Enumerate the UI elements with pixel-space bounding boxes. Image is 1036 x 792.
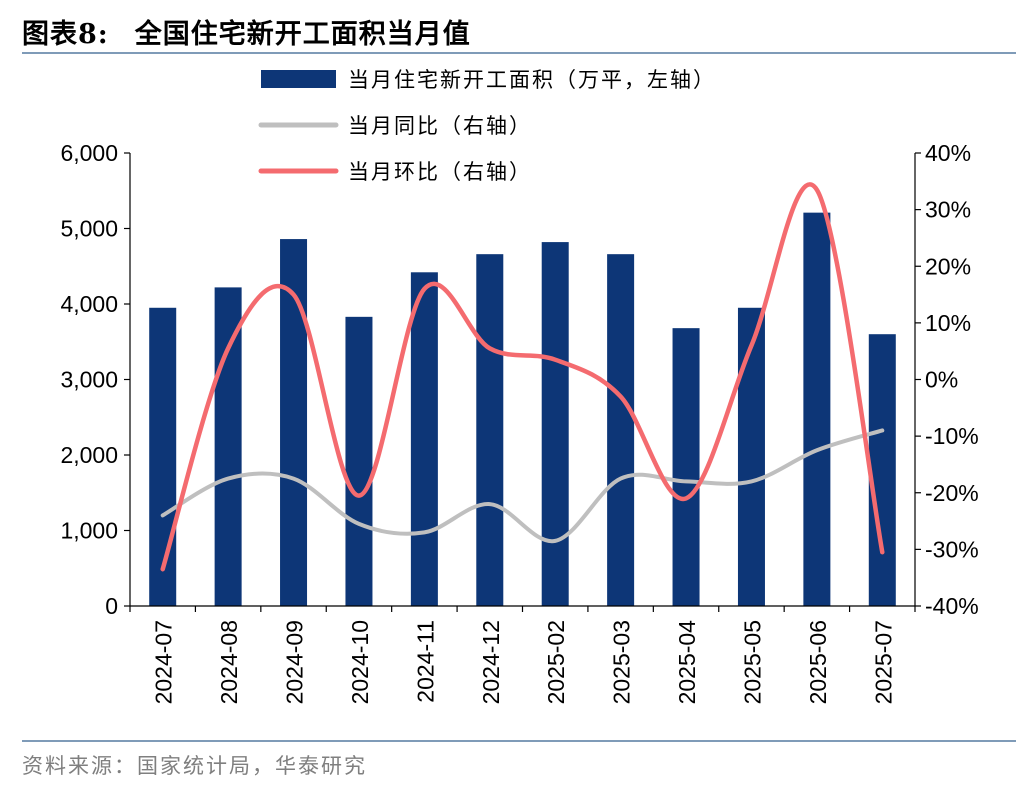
top-divider (22, 52, 1016, 54)
chart-title: 全国住宅新开工面积当月值 (134, 19, 471, 50)
axes: 0 1,000 2,000 3,000 4,000 5,000 6,000 -40% -30% -… (60, 140, 978, 704)
legend-label: 当月环比（右轴） (348, 160, 532, 184)
bar-2025-06 (803, 212, 831, 606)
right-tick-label: -20% (925, 480, 979, 506)
bar-series (149, 212, 896, 607)
bar-2024-07 (149, 307, 177, 606)
x-tick-label: 2024-09 (282, 620, 308, 704)
x-tick-label: 2025-04 (674, 620, 700, 705)
bottom-divider (22, 740, 1016, 742)
figure-number: 图表8: (22, 19, 109, 50)
left-tick-label: 6,000 (60, 140, 118, 166)
right-tick-label: 20% (925, 253, 971, 279)
bar-2025-02 (541, 242, 569, 606)
left-tick-label: 2,000 (60, 442, 118, 468)
left-tick-label: 5,000 (60, 216, 118, 242)
legend: 当月住宅新开工面积（万平，左轴） 当月同比（右轴） 当月环比（右轴） (258, 68, 716, 184)
right-tick-label: -10% (925, 423, 979, 449)
right-tick-label: 10% (925, 310, 971, 336)
left-tick-label: 4,000 (60, 291, 118, 317)
bar-2025-05 (737, 307, 765, 606)
bar-2025-04 (672, 328, 700, 606)
mom-line (160, 182, 885, 572)
figure-title: 图表8: 全国住宅新开工面积当月值 (22, 12, 471, 51)
right-tick-label: 40% (925, 140, 971, 166)
x-tick-label: 2024-10 (347, 620, 373, 704)
left-tick-label: 3,000 (60, 367, 118, 393)
legend-label: 当月同比（右轴） (348, 114, 532, 138)
x-tick-label: 2024-07 (151, 620, 177, 704)
bar-2024-08 (214, 287, 242, 606)
right-tick-label: 30% (925, 197, 971, 223)
bar-2025-03 (607, 254, 635, 607)
bar-2024-09 (280, 239, 308, 606)
chart-area: 当月住宅新开工面积（万平，左轴） 当月同比（右轴） 当月环比（右轴） 0 1,000 2… (60, 68, 978, 704)
x-tick-label: 2025-02 (543, 620, 569, 704)
bar-2025-07 (868, 334, 896, 606)
x-tick-label: 2024-11 (412, 620, 438, 703)
legend-bar-swatch (261, 70, 336, 88)
x-tick-label: 2025-07 (870, 620, 896, 704)
source-note: 资料来源：国家统计局，华泰研究 (22, 754, 367, 778)
x-tick-label: 2024-08 (216, 620, 242, 704)
yoy-line (160, 428, 885, 543)
x-tick-label: 2025-06 (805, 620, 831, 704)
x-tick-label: 2025-03 (609, 620, 635, 704)
right-tick-label: -30% (925, 536, 979, 562)
bar-2024-12 (476, 254, 504, 607)
x-tick-label: 2024-12 (478, 620, 504, 704)
left-tick-label: 0 (105, 593, 118, 619)
line-series (160, 182, 885, 572)
legend-label: 当月住宅新开工面积（万平，左轴） (348, 68, 716, 92)
bar-2024-10 (345, 316, 373, 606)
right-tick-label: 0% (925, 367, 958, 393)
bar-2024-11 (410, 272, 438, 606)
x-tick-label: 2025-05 (739, 620, 765, 704)
right-tick-label: -40% (925, 593, 979, 619)
left-tick-label: 1,000 (60, 518, 118, 544)
